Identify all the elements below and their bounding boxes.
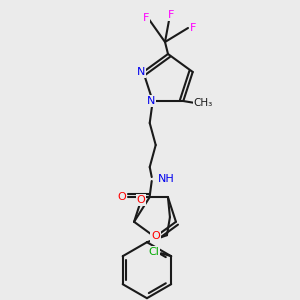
Text: O: O — [151, 231, 160, 241]
Text: F: F — [190, 23, 196, 33]
Text: O: O — [137, 195, 146, 205]
Text: CH₃: CH₃ — [194, 98, 213, 108]
Text: F: F — [143, 13, 149, 23]
Text: O: O — [117, 192, 126, 202]
Text: N: N — [146, 96, 155, 106]
Text: F: F — [168, 10, 174, 20]
Text: Cl: Cl — [148, 247, 159, 257]
Text: NH: NH — [158, 174, 175, 184]
Text: N: N — [137, 67, 146, 77]
